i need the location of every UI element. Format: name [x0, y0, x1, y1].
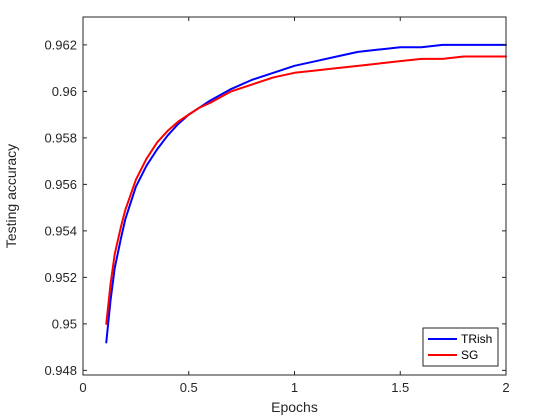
x-axis-label: Epochs: [271, 399, 318, 415]
y-tick-label: 0.956: [44, 177, 77, 192]
y-tick-label: 0.96: [52, 84, 77, 99]
series-line-trish: [105, 43, 507, 344]
y-tick-label: 0.95: [52, 316, 77, 331]
series-line-sg: [105, 55, 507, 325]
plot-area: 0 0.5 1 1.5 2 0.948 0.95 0.952 0.954 0.956 0.958 0.…: [3, 16, 510, 415]
x-tick-label: 2: [502, 380, 509, 395]
x-tick-label: 0.5: [180, 380, 198, 395]
legend-box: [422, 327, 499, 367]
legend-label-trish: TRish: [461, 332, 492, 346]
x-tick-label: 1.5: [391, 380, 409, 395]
x-tick-label: 1: [291, 380, 298, 395]
y-tick-label: 0.948: [44, 363, 77, 378]
legend-label-sg: SG: [461, 348, 478, 362]
y-axis-label: Testing accuracy: [3, 144, 19, 248]
y-tick-label: 0.952: [44, 270, 77, 285]
plot-background: [83, 17, 506, 375]
y-tick-label: 0.958: [44, 130, 77, 145]
y-tick-label: 0.962: [44, 37, 77, 52]
x-tick-label: 0: [79, 380, 86, 395]
y-tick-label: 0.954: [44, 223, 77, 238]
legend: TRish SG: [422, 327, 499, 367]
